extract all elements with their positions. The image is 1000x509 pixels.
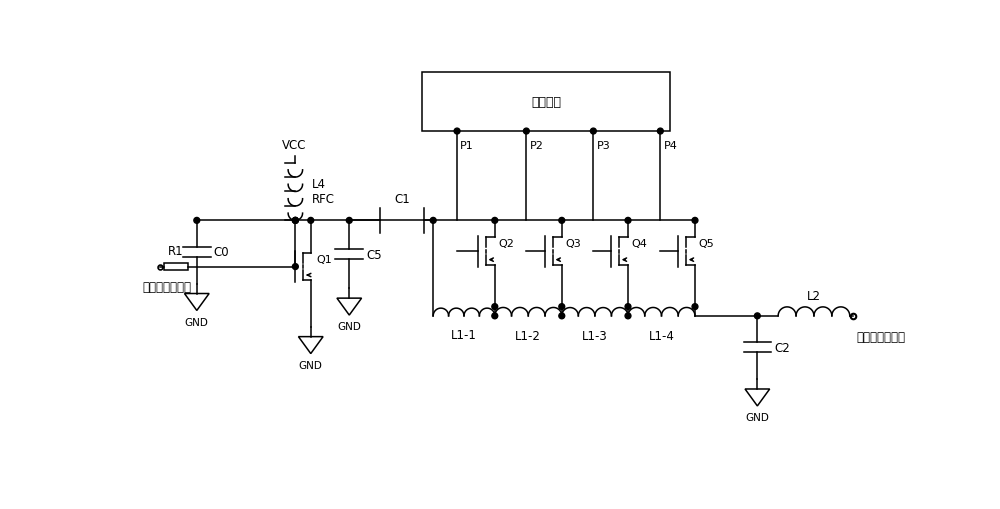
- Circle shape: [559, 218, 565, 224]
- Text: P4: P4: [663, 141, 677, 151]
- Text: L2: L2: [807, 290, 821, 303]
- Circle shape: [292, 218, 298, 224]
- Text: P2: P2: [529, 141, 543, 151]
- Text: C2: C2: [774, 341, 790, 354]
- Text: L4
RFC: L4 RFC: [312, 178, 335, 206]
- Text: L1-3: L1-3: [582, 329, 608, 342]
- Circle shape: [523, 129, 529, 135]
- Circle shape: [559, 314, 565, 319]
- Text: GND: GND: [337, 322, 361, 331]
- Circle shape: [492, 304, 498, 310]
- Text: GND: GND: [185, 317, 209, 327]
- Circle shape: [625, 314, 631, 319]
- Circle shape: [454, 129, 460, 135]
- Circle shape: [657, 129, 663, 135]
- Text: Q5: Q5: [699, 239, 715, 249]
- Circle shape: [346, 218, 352, 224]
- Bar: [164, 263, 188, 271]
- Bar: [422, 73, 670, 132]
- Circle shape: [492, 218, 498, 224]
- Text: Q3: Q3: [566, 239, 581, 249]
- Text: 射频信号输出端: 射频信号输出端: [856, 330, 905, 343]
- Text: C1: C1: [394, 192, 410, 206]
- Text: GND: GND: [745, 412, 769, 422]
- Text: Q2: Q2: [499, 239, 515, 249]
- Text: C5: C5: [366, 248, 382, 261]
- Circle shape: [430, 218, 436, 224]
- Text: L1-2: L1-2: [515, 329, 541, 342]
- Text: Q1: Q1: [316, 254, 332, 264]
- Text: 控制模块: 控制模块: [531, 96, 561, 109]
- Circle shape: [308, 218, 314, 224]
- Circle shape: [692, 304, 698, 310]
- Circle shape: [590, 129, 596, 135]
- Circle shape: [625, 218, 631, 224]
- Text: P3: P3: [596, 141, 610, 151]
- Circle shape: [754, 314, 760, 319]
- Circle shape: [625, 304, 631, 310]
- Circle shape: [194, 218, 200, 224]
- Circle shape: [492, 314, 498, 319]
- Text: P1: P1: [460, 141, 474, 151]
- Text: L1-4: L1-4: [649, 329, 674, 342]
- Text: R1: R1: [168, 244, 184, 257]
- Text: 射频信号输入端: 射频信号输入端: [143, 281, 192, 294]
- Text: C0: C0: [214, 246, 229, 259]
- Circle shape: [292, 218, 298, 224]
- Text: L1-1: L1-1: [451, 328, 477, 342]
- Text: Q4: Q4: [632, 239, 648, 249]
- Circle shape: [559, 304, 565, 310]
- Circle shape: [292, 264, 298, 270]
- Text: GND: GND: [299, 360, 323, 370]
- Circle shape: [292, 218, 298, 224]
- Text: VCC: VCC: [282, 139, 306, 152]
- Circle shape: [692, 218, 698, 224]
